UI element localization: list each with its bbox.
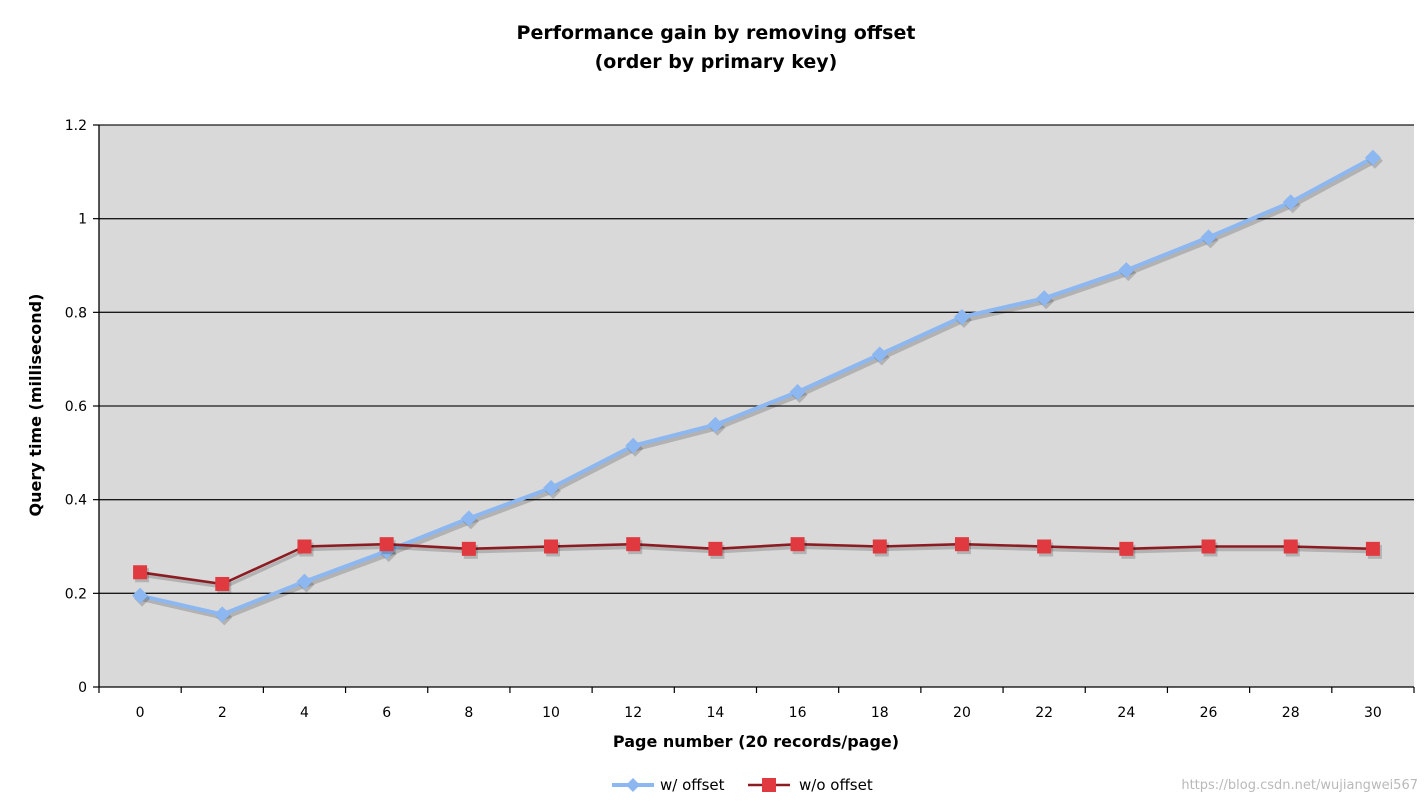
data-point [708,541,723,556]
x-tick-label: 2 [218,705,227,721]
data-point [1037,539,1052,554]
data-point [789,383,806,400]
x-tick-label: 16 [789,705,807,721]
data-point [1283,539,1298,554]
data-point [1119,541,1134,556]
x-tick-label: 12 [624,705,642,721]
data-point [1365,541,1380,556]
data-point [954,537,969,552]
x-tick-label: 22 [1035,705,1053,721]
series-with-offset [132,149,1383,626]
data-point [1036,290,1053,307]
data-point [707,416,724,433]
x-tick-label: 0 [136,705,145,721]
legend: w/ offset w/o offset [612,776,873,794]
x-tick-label: 14 [706,705,724,721]
y-tick-label: 1 [78,212,87,228]
x-axis-title: Page number (20 records/page) [613,732,899,751]
data-point [215,576,230,591]
y-tick-label: 0.8 [65,305,87,321]
chart-title: Performance gain by removing offset [517,22,916,44]
series-without-offset [133,537,1382,594]
series-line [139,542,1373,586]
x-tick-label: 24 [1117,705,1135,721]
x-tick-label: 30 [1364,705,1382,721]
series-line-shadow [141,545,1375,589]
x-tick-label: 4 [300,705,309,721]
data-point [379,537,394,552]
data-point [543,479,560,496]
data-point [1364,149,1381,166]
x-tick-label: 18 [871,705,889,721]
data-point [625,437,642,454]
y-tick-label: 0.4 [65,493,87,509]
data-point [544,539,559,554]
legend-entry: w/ offset [612,776,725,794]
watermark: https://blog.csdn.net/wujiangwei567 [1181,778,1418,793]
data-point [871,346,888,363]
data-point [1200,229,1217,246]
data-point [132,587,149,604]
legend-entry: w/o offset [748,776,873,794]
x-tick-label: 26 [1200,705,1218,721]
chart-subtitle: (order by primary key) [595,51,838,73]
data-point [461,541,476,556]
legend-marker [626,778,640,792]
data-point [626,537,641,552]
legend-label: w/o offset [799,776,873,794]
x-tick-label: 6 [382,705,391,721]
x-tick-label: 10 [542,705,560,721]
y-axis-title: Query time (millisecond) [26,294,45,517]
x-tick-label: 8 [464,705,473,721]
y-tick-label: 0.2 [65,586,87,602]
x-tick-label: 20 [953,705,971,721]
data-point [1282,194,1299,211]
data-point [460,510,477,527]
data-point [296,573,313,590]
data-point [790,537,805,552]
legend-label: w/ offset [660,776,725,794]
data-point [133,565,148,580]
y-tick-label: 1.2 [65,118,87,134]
data-point [1118,262,1135,279]
series-line-shadow [141,158,1377,621]
series-line [139,156,1374,617]
y-tick-label: 0.6 [65,399,87,415]
data-point [1201,539,1216,554]
y-tick-label: 0 [78,680,87,696]
data-point [214,606,231,623]
data-point [872,539,887,554]
plot-area: 00.20.40.60.811.20 2 4 6 8 10 12 14 16 18 20 22 24 26… [65,118,1415,721]
data-point [953,309,970,326]
data-point [297,539,312,554]
x-tick-label: 28 [1282,705,1300,721]
legend-marker [762,778,776,792]
